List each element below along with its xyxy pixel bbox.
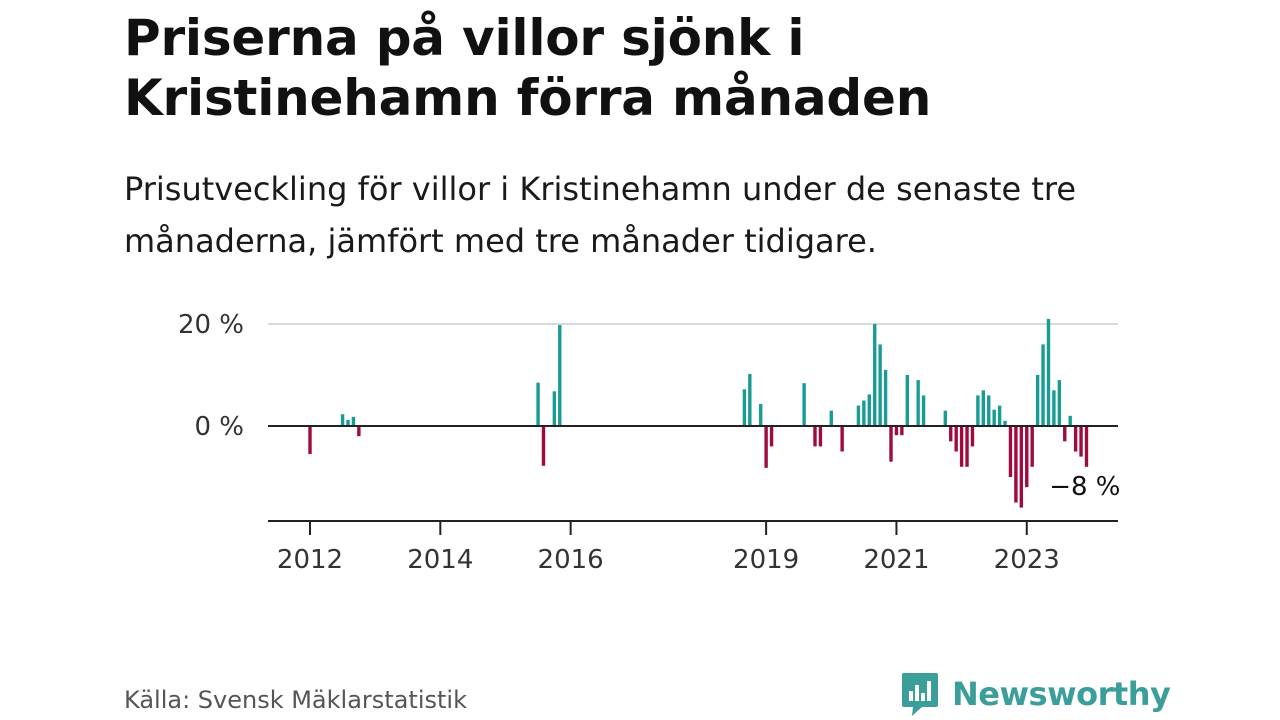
bar-2022-11 bbox=[1014, 426, 1018, 503]
bar-2023-09 bbox=[1068, 415, 1072, 426]
x-tick-label-2016: 2016 bbox=[538, 545, 604, 575]
brand-logo: Newsworthy bbox=[900, 670, 1171, 718]
bar-2019-11 bbox=[818, 426, 823, 447]
bar-2020-07 bbox=[862, 400, 866, 426]
bar-2022-06 bbox=[987, 395, 991, 426]
bar-2022-04 bbox=[976, 395, 980, 426]
bar-2021-12 bbox=[954, 426, 958, 452]
bar-2012-01 bbox=[308, 426, 312, 455]
bar-2020-06 bbox=[856, 405, 861, 426]
bar-2023-12 bbox=[1084, 426, 1089, 467]
bar-2023-06 bbox=[1052, 390, 1056, 426]
chart-title: Priserna på villor sjönk i Kristinehamn … bbox=[124, 9, 932, 127]
bar-2022-12 bbox=[1019, 426, 1024, 508]
bar-2022-03 bbox=[970, 426, 975, 447]
x-axis-ticks: 2012 2014 2016 2019 2021 2023 bbox=[277, 521, 1060, 575]
bar-2022-01 bbox=[959, 426, 964, 467]
bar-2018-09 bbox=[742, 389, 747, 426]
x-tick-label-2021: 2021 bbox=[863, 545, 929, 575]
chart-subtitle: Prisutveckling för villor i Kristinehamn… bbox=[124, 170, 1077, 260]
y-tick-label: 0 % bbox=[194, 412, 244, 442]
bar-chart-speech-bubble-icon bbox=[902, 673, 938, 716]
end-value-label: −8 % bbox=[1049, 472, 1120, 502]
x-tick-label-2012: 2012 bbox=[277, 545, 343, 575]
y-tick-label: 20 % bbox=[178, 310, 244, 340]
bar-2015-11 bbox=[558, 325, 562, 426]
bar-2021-03 bbox=[905, 375, 909, 426]
bar-2018-12 bbox=[758, 404, 763, 426]
bar-2020-10 bbox=[878, 344, 882, 426]
bar-2021-06 bbox=[921, 395, 926, 426]
bar-2020-08 bbox=[867, 394, 871, 426]
bar-2019-10 bbox=[813, 426, 817, 447]
bar-2022-02 bbox=[965, 426, 969, 467]
x-tick-label-2019: 2019 bbox=[733, 545, 799, 575]
bar-2019-08 bbox=[802, 383, 806, 426]
bar-2012-07 bbox=[340, 414, 345, 426]
x-tick-label-2023: 2023 bbox=[994, 545, 1060, 575]
bar-2023-08 bbox=[1063, 426, 1067, 442]
bar-2020-11 bbox=[883, 369, 888, 426]
bar-2012-10 bbox=[357, 426, 361, 437]
x-tick-label-2014: 2014 bbox=[407, 545, 473, 575]
bar-2012-08 bbox=[346, 419, 350, 426]
bar-2012-09 bbox=[351, 416, 356, 426]
bar-2015-10 bbox=[552, 391, 557, 426]
bar-2020-03 bbox=[840, 426, 844, 452]
bar-2015-07 bbox=[536, 382, 540, 426]
bar-2021-10 bbox=[943, 410, 948, 426]
bar-2023-02 bbox=[1030, 426, 1034, 467]
bar-2019-01 bbox=[764, 426, 768, 468]
bar-2022-05 bbox=[981, 390, 986, 426]
bar-2015-08 bbox=[541, 426, 546, 466]
bar-2020-09 bbox=[873, 324, 877, 426]
bar-2023-01 bbox=[1025, 426, 1029, 488]
bars bbox=[308, 318, 1089, 508]
brand-name: Newsworthy bbox=[952, 675, 1171, 713]
bar-2022-10 bbox=[1008, 426, 1013, 477]
bar-2022-08 bbox=[997, 405, 1002, 426]
bar-2021-01 bbox=[894, 426, 899, 436]
source-note: Källa: Svensk Mäklarstatistik bbox=[124, 686, 467, 714]
bar-2023-11 bbox=[1079, 426, 1083, 457]
bar-2020-01 bbox=[829, 410, 833, 426]
bar-2023-10 bbox=[1073, 426, 1078, 452]
bar-2023-07 bbox=[1057, 380, 1062, 426]
bar-2022-07 bbox=[992, 409, 996, 426]
y-axis-labels: 20 % 0 % bbox=[178, 310, 244, 442]
bar-2022-09 bbox=[1003, 420, 1007, 426]
bar-2019-02 bbox=[769, 426, 774, 447]
bar-2023-04 bbox=[1041, 344, 1045, 426]
bar-2021-05 bbox=[916, 380, 920, 426]
bar-2023-03 bbox=[1035, 375, 1040, 426]
bar-2023-05 bbox=[1046, 318, 1051, 426]
bar-2021-02 bbox=[900, 426, 904, 436]
bar-2018-10 bbox=[748, 373, 752, 426]
bar-2021-11 bbox=[949, 426, 953, 442]
bar-2020-12 bbox=[889, 426, 893, 462]
bar-chart: 20 % 0 % 2012 2014 2016 2019 2021 2023 −8 % bbox=[178, 310, 1121, 575]
